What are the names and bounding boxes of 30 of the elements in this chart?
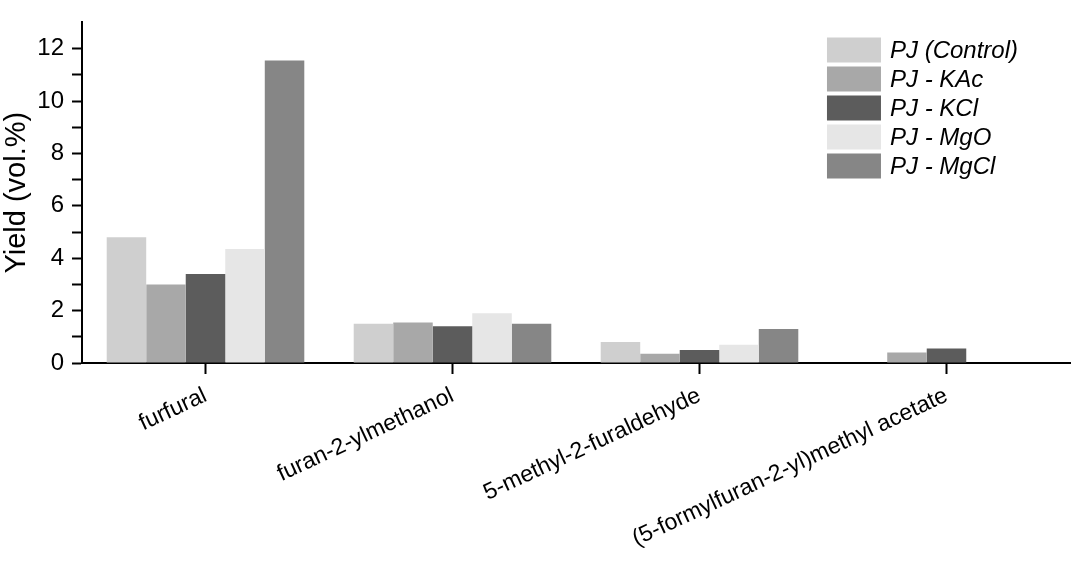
bar xyxy=(225,249,265,363)
y-tick-label: 10 xyxy=(37,85,64,113)
y-tick-label: 6 xyxy=(50,190,64,218)
bar xyxy=(719,344,759,363)
legend-label: PJ - MgCl xyxy=(889,151,996,179)
bar xyxy=(264,60,305,363)
y-axis-title: Yield (vol.%) xyxy=(0,111,32,274)
bar xyxy=(758,328,799,363)
y-tick-label: 2 xyxy=(50,295,64,323)
bar xyxy=(432,326,473,363)
bar xyxy=(926,348,967,363)
bar xyxy=(600,342,641,363)
legend-label: PJ (Control) xyxy=(889,35,1018,63)
bar xyxy=(185,273,226,363)
y-tick-label: 0 xyxy=(50,347,64,375)
bar xyxy=(511,323,552,363)
bar xyxy=(887,352,927,363)
bar xyxy=(146,284,186,363)
bar xyxy=(640,353,680,363)
y-tick-label: 8 xyxy=(50,138,64,166)
legend-label: PJ - MgO xyxy=(889,122,992,150)
legend-label: PJ - KCl xyxy=(889,93,979,121)
bar xyxy=(106,237,147,363)
bar xyxy=(472,313,512,363)
y-tick-label: 12 xyxy=(37,33,64,61)
bar xyxy=(393,322,433,363)
y-tick-label: 4 xyxy=(50,242,64,270)
legend-label: PJ - KAc xyxy=(889,64,984,92)
bar xyxy=(353,323,394,363)
bar xyxy=(679,349,720,363)
